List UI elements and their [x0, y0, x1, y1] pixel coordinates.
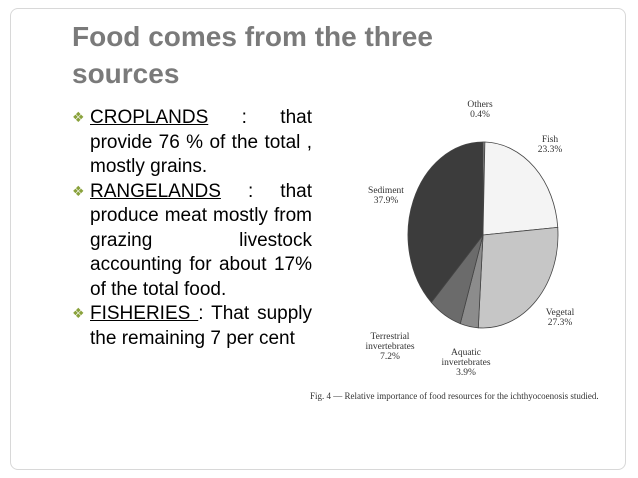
- bullet-text: : that provide 76 % of the total , mostl…: [90, 107, 312, 177]
- pie-slice: [407, 141, 484, 304]
- bullet: RANGELANDS : that produce meat mostly fr…: [72, 180, 312, 303]
- bullet: CROPLANDS : that provide 76 % of the tot…: [72, 106, 312, 180]
- bullet-term: RANGELANDS: [90, 180, 221, 202]
- slide-frame: [10, 8, 626, 470]
- slice-category: Aquatic invertebrates: [441, 348, 491, 368]
- chart-caption: Fig. 4 — Relative importance of food res…: [310, 391, 599, 401]
- slice-category: Vegetal: [545, 308, 575, 318]
- slice-value-label: 7.2%: [380, 352, 400, 362]
- bullet-list: CROPLANDS : that provide 76 % of the tot…: [72, 106, 312, 351]
- bullet-term: CROPLANDS: [90, 107, 209, 128]
- slice-category: Others: [467, 100, 493, 110]
- slice-category: Terrestrial invertebrates: [365, 332, 415, 352]
- slide-title: Food comes from the three sources: [72, 21, 433, 89]
- pie-slice: [482, 141, 559, 236]
- slice-value-label: 23.3%: [537, 145, 563, 155]
- slice-label: Aquatic invertebrates 3.9%: [431, 348, 501, 378]
- bullet-term: FISHERIES: [90, 303, 199, 324]
- slice-value-label: 27.3%: [547, 318, 573, 328]
- slice-label: Terrestrial invertebrates 7.2%: [355, 332, 425, 362]
- slice-value-label: 37.9%: [373, 196, 399, 206]
- slice-label: Vegetal 27.3%: [525, 308, 595, 328]
- slice-category: Fish: [541, 135, 559, 145]
- slice-value-label: 0.4%: [470, 110, 490, 120]
- bullet-text: : That supply the remaining 7 per cent: [90, 303, 313, 349]
- bullet: FISHERIES : That supply the remaining 7 …: [72, 302, 312, 351]
- bullet-text: : that produce meat mostly from grazing …: [90, 180, 312, 300]
- slice-label: Fish 23.3%: [515, 135, 585, 155]
- slice-value-label: 3.9%: [456, 368, 476, 378]
- pie-chart: [407, 141, 559, 329]
- slice-category: Sediment: [368, 186, 404, 196]
- pie-slice: [477, 226, 559, 329]
- slice-label: Sediment 37.9%: [351, 186, 421, 206]
- slice-label: Others 0.4%: [445, 100, 515, 120]
